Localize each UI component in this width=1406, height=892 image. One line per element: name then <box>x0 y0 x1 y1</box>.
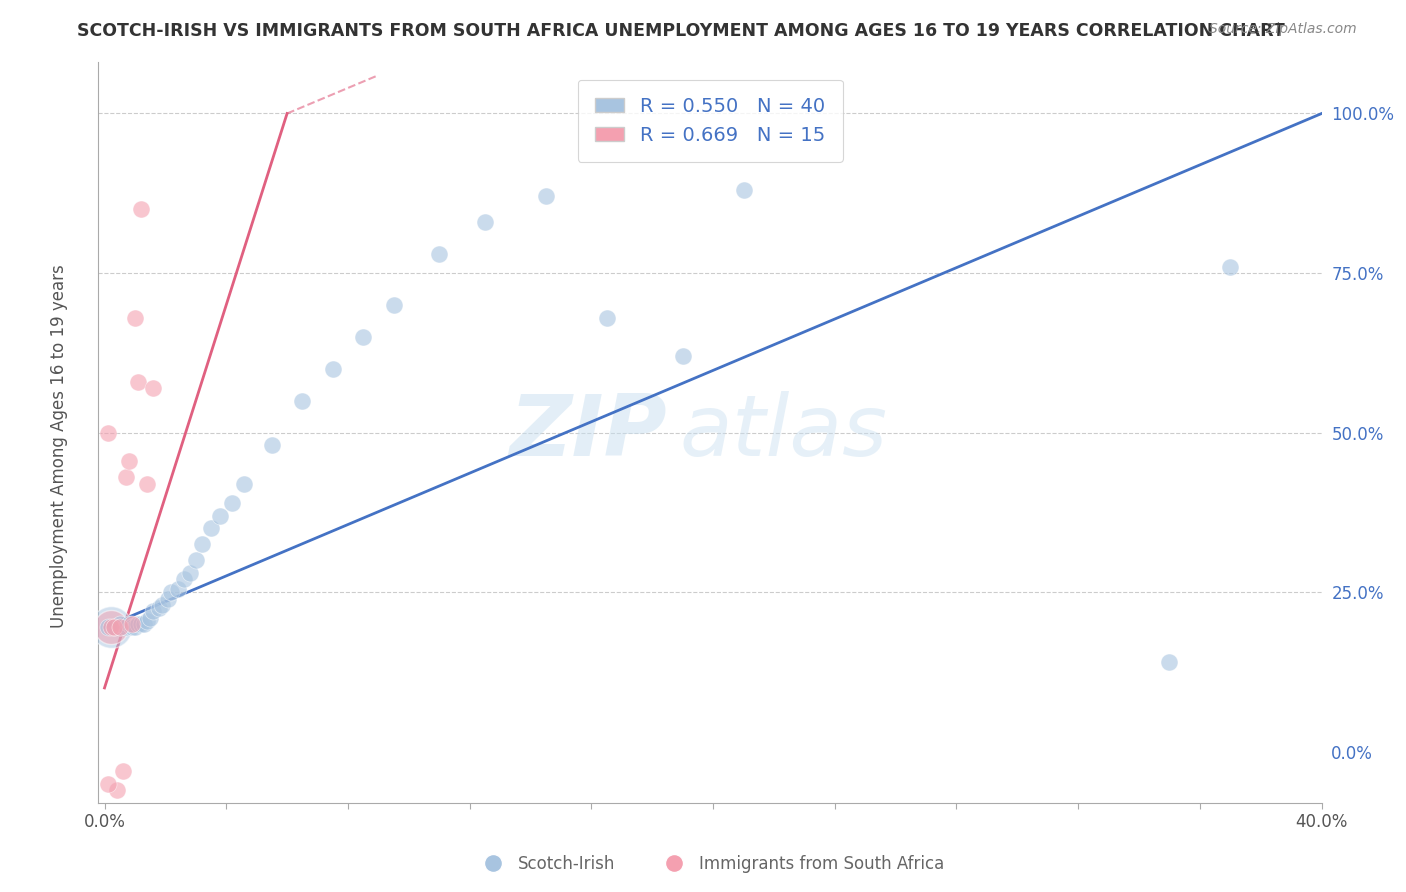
Point <box>1159 656 1181 670</box>
Point <box>96 425 118 440</box>
Point <box>127 375 149 389</box>
Point <box>352 330 374 344</box>
Point <box>139 611 162 625</box>
Point <box>209 508 232 523</box>
Point <box>200 521 222 535</box>
Point <box>108 617 131 632</box>
Point <box>129 617 152 632</box>
Point <box>108 620 131 634</box>
Point <box>114 620 136 634</box>
Point <box>118 617 141 632</box>
Point <box>173 573 195 587</box>
Point <box>733 183 755 197</box>
Point <box>150 598 173 612</box>
Point <box>132 617 155 632</box>
Point <box>96 620 118 634</box>
Text: Unemployment Among Ages 16 to 19 years: Unemployment Among Ages 16 to 19 years <box>51 264 67 628</box>
Point <box>142 381 165 395</box>
Point <box>100 620 122 634</box>
Point <box>136 614 159 628</box>
Point <box>160 585 183 599</box>
Text: ZIP: ZIP <box>509 391 668 475</box>
Point <box>118 454 141 468</box>
Point <box>672 349 695 363</box>
Point <box>534 189 557 203</box>
Point <box>121 620 143 634</box>
Point <box>179 566 201 580</box>
Point <box>233 476 256 491</box>
Point <box>129 202 152 217</box>
Point <box>427 247 450 261</box>
Point <box>136 476 159 491</box>
Point <box>111 764 134 778</box>
Text: Source: ZipAtlas.com: Source: ZipAtlas.com <box>1209 22 1357 37</box>
Point <box>108 620 131 634</box>
Point <box>105 783 128 797</box>
Point <box>127 617 149 632</box>
Point <box>260 438 283 452</box>
Point <box>322 361 344 376</box>
Point <box>100 620 122 634</box>
Text: atlas: atlas <box>679 391 887 475</box>
Point <box>291 393 314 408</box>
Point <box>382 298 405 312</box>
Point <box>221 496 243 510</box>
Legend: Scotch-Irish, Immigrants from South Africa: Scotch-Irish, Immigrants from South Afri… <box>470 848 950 880</box>
Point <box>142 604 165 618</box>
Point <box>191 537 214 551</box>
Point <box>184 553 207 567</box>
Point <box>166 582 188 596</box>
Point <box>121 617 143 632</box>
Point <box>124 310 146 325</box>
Text: SCOTCH-IRISH VS IMMIGRANTS FROM SOUTH AFRICA UNEMPLOYMENT AMONG AGES 16 TO 19 YE: SCOTCH-IRISH VS IMMIGRANTS FROM SOUTH AF… <box>77 22 1285 40</box>
Point <box>96 777 118 791</box>
Point <box>1219 260 1241 274</box>
Point <box>148 601 170 615</box>
Point <box>100 620 122 634</box>
Point <box>114 470 136 484</box>
Point <box>124 620 146 634</box>
Point <box>595 310 617 325</box>
Point <box>103 620 125 634</box>
Point <box>474 215 496 229</box>
Point <box>103 620 125 634</box>
Point <box>157 591 180 606</box>
